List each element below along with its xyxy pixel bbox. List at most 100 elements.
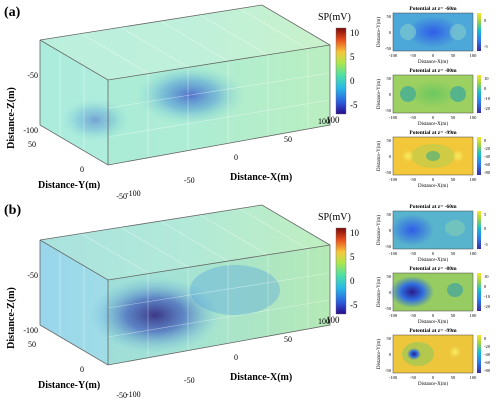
slice-x-tick: -100 — [389, 115, 398, 120]
slice-maps: Potential at z= -60m 5 0 -5 Distance-Y(m… — [377, 204, 491, 387]
slice-plot: Potential at z= -99m 0 -20 -40 -60 -80 D… — [377, 328, 491, 387]
y-axis-label: Distance-Y(m) — [38, 380, 100, 391]
slice-x-tick: 100 — [470, 313, 478, 318]
slice-cbar-tick: 0 — [484, 284, 487, 289]
slice-plot: Potential at z= -60m 0 -5 Distance-Y(m) … — [377, 6, 488, 65]
slice-y-label: Distance-Y(m) — [377, 215, 382, 245]
slice-colorbar — [477, 13, 481, 51]
anomaly-blob — [190, 265, 280, 315]
slice-cbar-tick: 0 — [484, 336, 487, 341]
slice-x-label: Distance-X(m) — [418, 258, 448, 263]
slice-x-tick: -100 — [389, 53, 398, 58]
colorbar-tick: 5 — [350, 252, 355, 262]
y-tick: 50 — [28, 340, 36, 349]
slice-x-tick: 100 — [470, 375, 478, 380]
colorbar-tick: -5 — [350, 100, 358, 110]
slice-cbar-tick: 10 — [484, 274, 489, 279]
slice-x-tick: -50 — [410, 53, 417, 58]
slice-y-tick: -50 — [385, 170, 392, 175]
colorbar-tick: 100 — [326, 115, 340, 125]
slice-cbar-tick: -60 — [484, 162, 491, 167]
slice-anomaly — [402, 150, 414, 162]
z-tick: -100 — [23, 326, 38, 335]
slice-y-tick: 50 — [387, 212, 392, 217]
z-tick: -50 — [27, 71, 38, 80]
slice-x-tick: -50 — [410, 115, 417, 120]
slice-y-label: Distance-Y(m) — [377, 141, 382, 171]
slice-x-tick: -100 — [389, 375, 398, 380]
slice-x-label: Distance-X(m) — [418, 122, 448, 127]
voxel-grid — [59, 8, 331, 158]
slice-cbar-tick: 0 — [484, 18, 487, 23]
slice-x-tick: -100 — [389, 313, 398, 318]
slice-cbar-tick: 0 — [484, 138, 487, 143]
slice-cbar-tick: -5 — [484, 242, 488, 247]
slice-cbar-tick: -80 — [484, 368, 491, 373]
slice-x-tick: 50 — [451, 177, 456, 182]
slice-cbar-tick: -60 — [484, 360, 491, 365]
colorbar: SP(mV) 10 5 0 -5 100 — [318, 12, 360, 125]
y-axis-label: Distance-Y(m) — [38, 180, 100, 191]
slice-cbar-tick: -20 — [484, 106, 491, 111]
slice-title: Potential at z= -99m — [409, 328, 457, 334]
slice-y-label: Distance-Y(m) — [377, 277, 382, 307]
panel-b: (b) Distance-Z(m) -50 -100 50 — [4, 203, 491, 400]
slice-colorbar — [477, 273, 481, 311]
colorbar: SP(mV) 10 5 0 -5 100 — [318, 212, 360, 325]
slice-x-tick: 100 — [470, 53, 478, 58]
x-tick: -100 — [126, 390, 141, 399]
y-tick: -50 — [116, 391, 127, 400]
slice-cbar-tick: -20 — [484, 146, 491, 151]
colorbar-tick: 10 — [350, 28, 360, 38]
slice-plot: Potential at z= -80m 10 0 -10 -20 Distan… — [377, 266, 491, 325]
volume-3d — [39, 4, 331, 166]
slice-colorbar — [477, 75, 481, 113]
slice-cbar-tick: -20 — [484, 304, 491, 309]
anomaly-blob — [90, 277, 220, 353]
slice-y-tick: -50 — [385, 46, 392, 51]
slice-y-tick: 50 — [387, 14, 392, 19]
slice-x-tick: -50 — [410, 375, 417, 380]
slice-maps: Potential at z= -60m 0 -5 Distance-Y(m) … — [377, 6, 491, 189]
slice-anomaly — [390, 214, 434, 246]
y-tick: 0 — [80, 165, 84, 174]
slice-y-tick: 50 — [387, 76, 392, 81]
slice-cbar-tick: -20 — [484, 344, 491, 349]
slice-y-tick: -50 — [385, 108, 392, 113]
slice-anomaly — [449, 346, 461, 358]
colorbar-tick: 10 — [350, 228, 360, 238]
slice-x-tick: -100 — [389, 251, 398, 256]
slice-x-label: Distance-X(m) — [418, 382, 448, 387]
slice-x-tick: 50 — [451, 251, 456, 256]
slice-y-tick: 0 — [389, 92, 392, 97]
colorbar-title: SP(mV) — [318, 12, 351, 23]
slice-y-tick: 0 — [389, 352, 392, 357]
colorbar-gradient — [335, 227, 347, 315]
slice-title: Potential at z= -80m — [409, 266, 457, 272]
z-tick: -100 — [23, 126, 38, 135]
slice-x-label: Distance-X(m) — [418, 320, 448, 325]
slice-x-tick: 100 — [470, 177, 478, 182]
slice-y-tick: 0 — [389, 30, 392, 35]
slice-anomaly — [426, 151, 440, 161]
colorbar-tick: 5 — [350, 52, 355, 62]
slice-plot: Potential at z= -99m 0 -20 -40 -60 -80 D… — [377, 130, 491, 189]
slice-x-tick: 0 — [432, 115, 435, 120]
slice-x-tick: 0 — [432, 375, 435, 380]
slice-x-tick: 0 — [432, 313, 435, 318]
box-frame — [39, 4, 331, 166]
slice-colorbar — [477, 211, 481, 249]
slice-anomaly — [447, 283, 463, 297]
x-tick: 50 — [284, 335, 292, 344]
slice-title: Potential at z= -99m — [409, 130, 457, 136]
slice-x-tick: -100 — [389, 177, 398, 182]
slice-y-tick: 50 — [387, 274, 392, 279]
x-axis-label: Distance-X(m) — [230, 172, 292, 183]
slice-anomaly — [452, 150, 464, 162]
colorbar-tick: -5 — [350, 300, 358, 310]
colorbar-tick: 100 — [326, 315, 340, 325]
x-axis-label: Distance-X(m) — [230, 372, 292, 383]
colorbar-gradient — [335, 27, 347, 115]
slice-anomaly — [450, 24, 466, 40]
slice-colorbar — [477, 137, 481, 175]
